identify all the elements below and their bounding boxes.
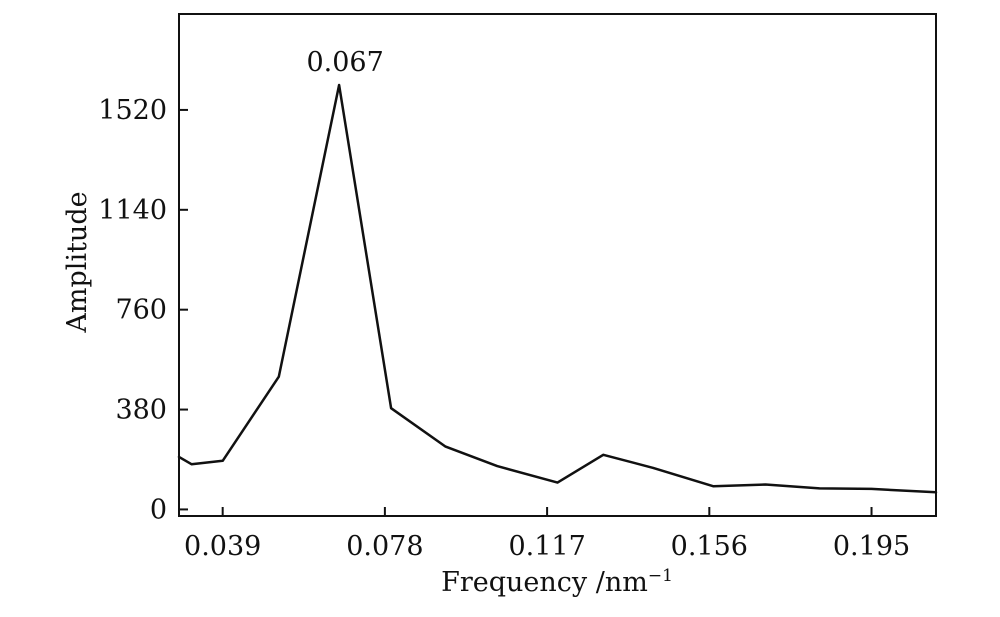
data-point-2 <box>221 460 224 462</box>
data-point-9 <box>602 453 605 456</box>
y-tick-label-3: 1140 <box>98 195 167 226</box>
x-axis-title: Frequency /nm−1 <box>441 566 673 598</box>
data-point-7 <box>496 465 498 467</box>
series-group <box>177 83 938 494</box>
data-point-6 <box>444 445 446 448</box>
y-tick-label-4: 1520 <box>98 95 167 126</box>
data-point-4 <box>338 84 340 86</box>
data-point-14 <box>870 488 873 490</box>
y-tick-label-1: 380 <box>115 395 167 426</box>
data-point-3 <box>278 375 280 378</box>
data-point-13 <box>818 487 821 490</box>
x-tick-label-2: 0.117 <box>508 531 585 562</box>
y-tick-label-2: 760 <box>115 295 167 326</box>
data-point-11 <box>712 485 715 488</box>
y-axis-title: Amplitude <box>62 191 93 333</box>
series-line-0 <box>177 83 938 494</box>
annotation-group: 0.067 <box>306 47 383 78</box>
x-tick-label-1: 0.078 <box>346 531 423 562</box>
x-tick-label-0: 0.039 <box>184 531 261 562</box>
data-point-1 <box>190 463 193 466</box>
x-axis-title-superscript: −1 <box>648 566 673 586</box>
data-point-10 <box>652 467 654 469</box>
data-point-5 <box>390 407 392 410</box>
x-tick-label-3: 0.156 <box>671 531 748 562</box>
data-point-0 <box>178 456 180 458</box>
data-point-8 <box>556 481 559 484</box>
x-axis-title-text: Frequency /nm <box>441 567 648 598</box>
plot-frame <box>178 13 937 517</box>
x-axis-ticks: 0.039 0.078 0.117 0.156 0.195 <box>184 507 910 562</box>
peak-label-0: 0.067 <box>306 47 383 78</box>
y-tick-label-0: 0 <box>150 494 167 525</box>
data-point-12 <box>764 483 767 486</box>
data-point-15 <box>935 491 937 494</box>
x-tick-label-4: 0.195 <box>833 531 910 562</box>
y-axis-ticks: 0 380 760 1140 1520 <box>98 95 188 525</box>
